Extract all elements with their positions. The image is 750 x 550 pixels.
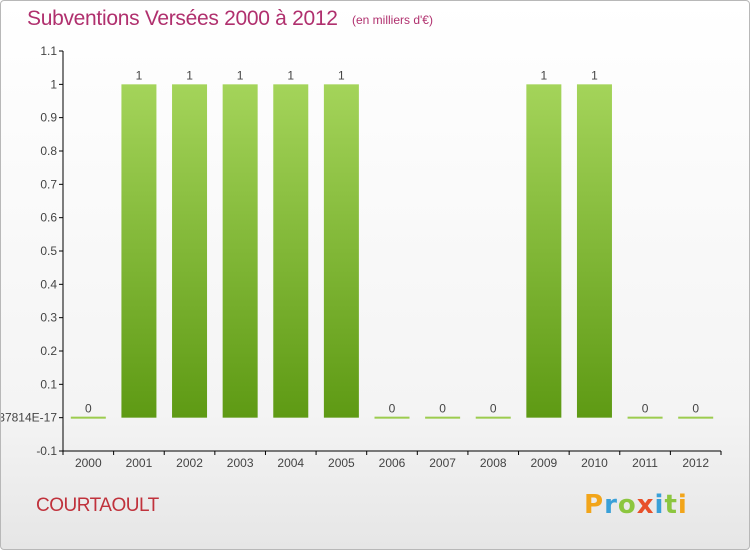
- bar: [70, 416, 106, 419]
- x-tick-label: 2003: [227, 456, 254, 470]
- y-tick-label: 0.1: [40, 377, 57, 391]
- chart-title: Subventions Versées 2000 à 2012: [27, 7, 338, 30]
- chart-subtitle: (en milliers d'€): [352, 13, 433, 27]
- y-tick-label: -0.1: [36, 444, 57, 458]
- x-tick-label: 2008: [480, 456, 507, 470]
- bar: [627, 416, 663, 419]
- data-label: 1: [541, 68, 548, 82]
- commune-name: COURTAOULT: [36, 495, 159, 516]
- y-tick-label: 1: [50, 77, 57, 91]
- bar: [273, 84, 309, 418]
- y-tick-label: 0.3: [40, 311, 57, 325]
- y-tick-label: 0.7: [40, 177, 57, 191]
- data-label: 0: [439, 402, 446, 416]
- proxiti-logo: Proxiti: [584, 490, 688, 520]
- y-tick-label: 1.387814E-17: [1, 411, 57, 425]
- data-label: 1: [186, 68, 193, 82]
- x-tick-label: 2001: [126, 456, 153, 470]
- x-tick-label: 2011: [632, 456, 658, 470]
- y-tick-label: 1.1: [40, 44, 57, 58]
- bar: [678, 416, 714, 419]
- y-tick-label: 0.6: [40, 211, 57, 225]
- x-tick-label: 2005: [328, 456, 355, 470]
- data-label: 0: [85, 402, 92, 416]
- y-tick-label: 0.5: [40, 244, 57, 258]
- x-tick-label: 2006: [379, 456, 406, 470]
- bar: [374, 416, 410, 419]
- data-label: 1: [136, 68, 143, 82]
- data-label: 1: [591, 68, 598, 82]
- x-tick-label: 2004: [277, 456, 304, 470]
- bar: [526, 84, 562, 418]
- bar: [121, 84, 157, 418]
- data-label: 1: [237, 68, 244, 82]
- x-tick-label: 2002: [176, 456, 203, 470]
- bar: [475, 416, 511, 419]
- bar: [576, 84, 612, 418]
- bar: [222, 84, 258, 418]
- x-tick-label: 2012: [682, 456, 709, 470]
- bar: [323, 84, 359, 418]
- data-label: 0: [389, 402, 396, 416]
- data-label: 1: [287, 68, 294, 82]
- y-tick-label: 0.4: [40, 277, 57, 291]
- bar-chart: -0.1 1.387814E-17 0.1 0.2 0.3 0.4 0.5 0.6 0.7 0.8…: [1, 44, 722, 470]
- y-tick-label: 0.8: [40, 144, 57, 158]
- x-tick-label: 2007: [429, 456, 456, 470]
- bar: [172, 84, 208, 418]
- data-label: 0: [490, 402, 497, 416]
- data-label: 0: [642, 402, 649, 416]
- x-tick-label: 2000: [75, 456, 102, 470]
- bar: [425, 416, 461, 419]
- x-tick-label: 2009: [530, 456, 557, 470]
- x-tick-label: 2010: [581, 456, 608, 470]
- data-label: 1: [338, 68, 345, 82]
- y-tick-label: 0.9: [40, 111, 57, 125]
- y-tick-label: 0.2: [40, 344, 57, 358]
- data-label: 0: [692, 402, 699, 416]
